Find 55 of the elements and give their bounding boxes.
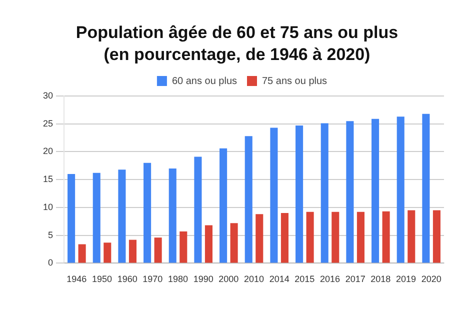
- x-tick-label: 2015: [294, 274, 315, 284]
- bar: [356, 212, 364, 263]
- bar: [154, 238, 162, 263]
- bar: [92, 172, 100, 263]
- bar: [432, 210, 440, 263]
- bar: [396, 116, 404, 263]
- bar: [372, 118, 380, 263]
- y-tick-label: 15: [42, 174, 54, 184]
- x-tick-label: 2017: [345, 274, 366, 284]
- bar: [306, 212, 314, 263]
- bar: [280, 213, 288, 263]
- bar: [244, 136, 252, 263]
- x-tick-label: 1970: [142, 274, 163, 284]
- x-tick-label: 1980: [168, 274, 188, 284]
- x-tick-label: 1946: [66, 274, 87, 284]
- bar: [104, 242, 112, 263]
- y-tick-label: 30: [42, 90, 54, 100]
- bar: [144, 162, 152, 263]
- legend-label: 60 ans ou plus: [172, 76, 238, 87]
- x-tick-label: 1950: [92, 274, 112, 284]
- y-tick-label: 5: [48, 230, 54, 240]
- x-tick-label: 2000: [218, 274, 239, 284]
- bar: [78, 244, 86, 263]
- bar: [346, 121, 354, 263]
- bar: [320, 123, 328, 263]
- x-tick-label: 2016: [320, 274, 340, 284]
- bar: [194, 156, 202, 263]
- bar: [180, 231, 188, 263]
- bar: [296, 126, 304, 263]
- y-tick-label: 20: [42, 146, 54, 156]
- x-tick-label: 2019: [396, 274, 416, 284]
- bar: [408, 210, 416, 263]
- bar: [220, 148, 228, 263]
- chart-title: Population âgée de 60 et 75 ans ou plus (en pourcentage, de 1946 à 2020): [74, 22, 400, 66]
- x-tick-label: 2020: [421, 274, 442, 284]
- bar: [118, 170, 126, 263]
- y-tick-label: 0: [48, 258, 54, 268]
- x-tick-label: 1990: [193, 274, 214, 284]
- bar: [168, 168, 176, 263]
- x-tick-label: 2018: [370, 274, 391, 284]
- bar: [332, 212, 340, 263]
- legend-label: 75 ans ou plus: [262, 76, 328, 87]
- bar: [422, 114, 430, 263]
- x-tick-label: 1960: [117, 274, 138, 284]
- bar: [382, 211, 390, 263]
- bar: [256, 214, 264, 263]
- bar: [68, 174, 76, 263]
- bar: [128, 240, 136, 263]
- bar: [270, 128, 278, 263]
- x-tick-label: 2014: [269, 274, 290, 284]
- y-tick-label: 25: [42, 118, 54, 128]
- x-tick-label: 2010: [244, 274, 264, 284]
- bar: [204, 225, 212, 263]
- bar: [230, 223, 238, 263]
- y-tick-label: 10: [42, 202, 54, 212]
